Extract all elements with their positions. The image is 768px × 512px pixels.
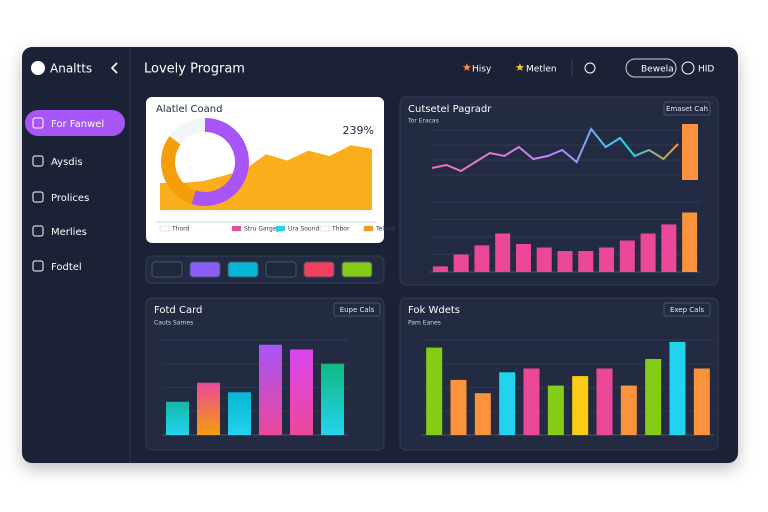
legend-swatch (363, 225, 374, 232)
legend-label: Thord (171, 226, 190, 233)
bar (536, 247, 552, 272)
header-action[interactable]: Metlen (526, 65, 557, 75)
nav-item[interactable]: For Fanwel (51, 119, 104, 130)
bar (166, 401, 189, 435)
panel-button-label[interactable]: Exep Cals (670, 306, 704, 314)
legend-label: Thbor (331, 226, 350, 233)
bar (640, 233, 656, 272)
legend-swatch (275, 225, 286, 232)
legend-swatch (319, 225, 330, 232)
nav-item[interactable]: Merlies (51, 227, 87, 238)
bar (453, 254, 469, 272)
bar (474, 393, 491, 435)
nav-item[interactable]: Aysdis (51, 157, 83, 168)
bar (432, 266, 448, 272)
panel-button[interactable] (333, 302, 381, 317)
nav-item[interactable]: Fodtel (51, 262, 82, 273)
chip[interactable] (303, 261, 335, 278)
bar (290, 349, 313, 435)
chip[interactable] (265, 261, 297, 278)
bar (693, 368, 710, 435)
bar (620, 385, 637, 435)
donut-segment (191, 118, 249, 206)
bar (682, 212, 698, 272)
legend-swatch (231, 225, 242, 232)
panel-button-label[interactable]: Emaset Cah (666, 105, 708, 113)
header-action[interactable]: Hisy (472, 65, 492, 75)
bar (523, 368, 540, 435)
bar (426, 347, 443, 435)
legend-label: Stru Gargey (244, 226, 281, 233)
nav-icon (32, 155, 44, 167)
collapse[interactable] (110, 62, 118, 74)
header-action[interactable]: HID (698, 65, 714, 75)
bar (599, 247, 615, 272)
nav-icon (32, 225, 44, 237)
pill[interactable] (625, 58, 677, 78)
bar (661, 224, 677, 272)
panel-button[interactable] (663, 101, 711, 116)
page-title: Lovely Program (144, 62, 245, 77)
panel-button-label[interactable]: Eupe Cals (340, 306, 375, 314)
bar (557, 251, 573, 272)
panel-title: Alatlel Coand (156, 104, 222, 115)
bar (572, 376, 589, 435)
bar (228, 392, 251, 435)
bar (495, 233, 511, 272)
line-series (431, 127, 679, 173)
chip[interactable] (151, 261, 183, 278)
donut-segment (161, 136, 197, 204)
star: ★ (515, 61, 525, 74)
nav-active (25, 110, 125, 136)
bar (669, 341, 686, 435)
nav-icon (32, 191, 44, 203)
header-action[interactable]: Bewela (641, 65, 674, 75)
legend-swatch (159, 225, 170, 232)
icon[interactable] (681, 61, 695, 75)
bar (321, 363, 344, 435)
donut-segment (169, 118, 206, 145)
nav-item[interactable]: Prolices (51, 193, 89, 204)
nav-icon (32, 117, 44, 129)
highlight-bar (682, 124, 698, 180)
panel-title: Fok Wdets (408, 305, 460, 316)
legend-label: Teleas (375, 226, 395, 233)
brand-logo (31, 61, 45, 75)
panel-subtitle: Pam Eanes (408, 320, 441, 327)
panel-title: Fotd Card (154, 305, 202, 316)
bar (619, 240, 635, 272)
chip[interactable] (189, 261, 221, 278)
icon[interactable] (584, 62, 596, 74)
panel-value: 239% (343, 124, 374, 137)
bar (259, 344, 282, 435)
brand: Analtts (50, 62, 92, 76)
bar (596, 368, 613, 435)
nav-icon (32, 260, 44, 272)
chip[interactable] (341, 261, 373, 278)
panel-subtitle: Cauts Sames (154, 320, 193, 327)
bar (450, 379, 467, 435)
panel-subtitle: Tor Eracas (407, 118, 439, 125)
bar (645, 359, 662, 435)
chip[interactable] (227, 261, 259, 278)
bar (474, 245, 490, 272)
panel-button[interactable] (663, 302, 711, 317)
bar (197, 382, 220, 435)
bar (547, 385, 564, 435)
panel-title: Cutsetel Pagradr (408, 104, 492, 115)
legend-label: Ura Sound (288, 226, 320, 233)
bar (499, 372, 516, 435)
bar (515, 244, 531, 272)
bar (578, 251, 594, 272)
panel (399, 96, 719, 286)
star: ★ (462, 61, 472, 74)
